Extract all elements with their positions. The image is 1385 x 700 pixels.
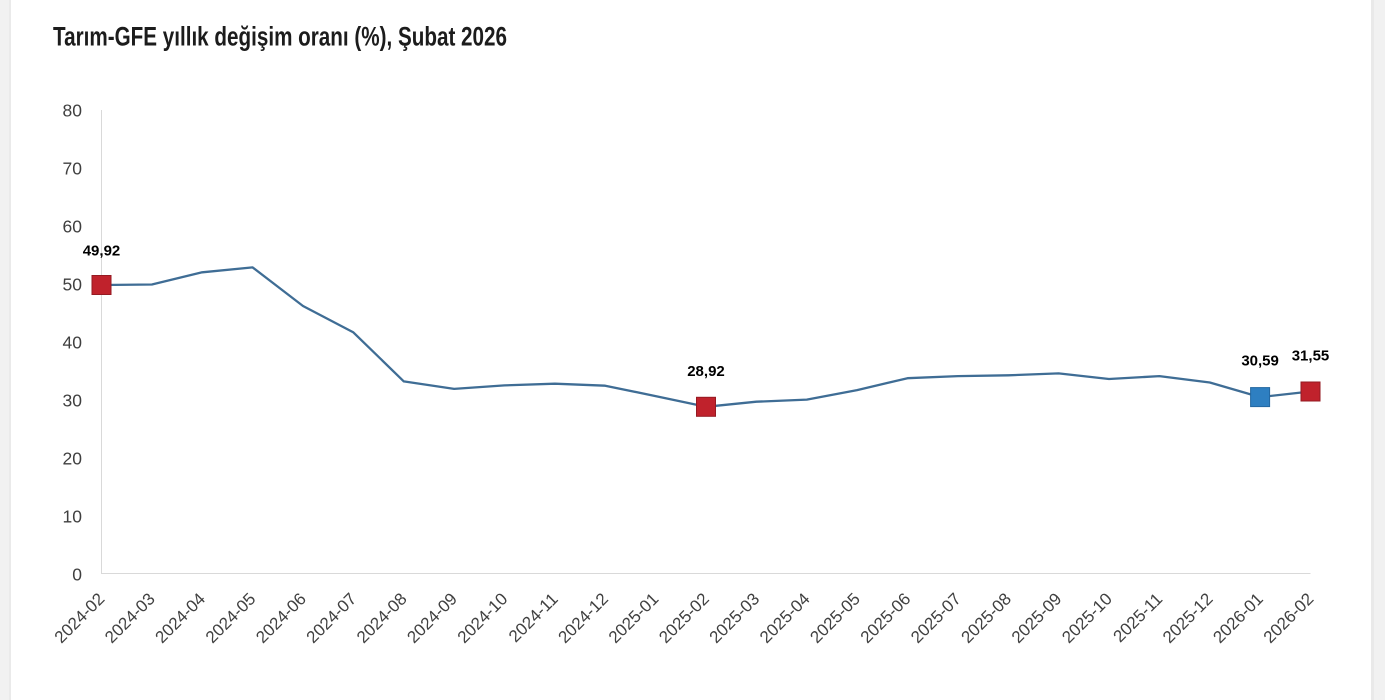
- svg-text:31,55: 31,55: [1292, 348, 1330, 365]
- svg-text:2024-03: 2024-03: [101, 589, 159, 647]
- svg-text:2024-12: 2024-12: [554, 589, 612, 647]
- svg-text:2024-07: 2024-07: [303, 589, 361, 647]
- svg-text:40: 40: [63, 333, 83, 353]
- svg-text:2025-03: 2025-03: [706, 589, 764, 647]
- svg-text:2025-09: 2025-09: [1008, 589, 1066, 647]
- svg-text:70: 70: [63, 159, 83, 179]
- svg-text:2024-04: 2024-04: [151, 589, 209, 647]
- svg-text:2026-01: 2026-01: [1209, 589, 1267, 647]
- svg-text:60: 60: [63, 217, 83, 237]
- svg-text:50: 50: [63, 275, 83, 295]
- svg-text:49,92: 49,92: [83, 243, 121, 260]
- svg-text:2025-02: 2025-02: [655, 589, 713, 647]
- svg-text:2025-04: 2025-04: [756, 589, 814, 647]
- svg-text:2025-05: 2025-05: [806, 589, 864, 647]
- svg-text:2024-10: 2024-10: [454, 589, 512, 647]
- svg-text:2025-06: 2025-06: [857, 589, 915, 647]
- svg-text:2024-09: 2024-09: [403, 589, 461, 647]
- svg-text:2024-06: 2024-06: [252, 589, 310, 647]
- svg-text:30: 30: [63, 391, 83, 411]
- svg-text:30,59: 30,59: [1241, 353, 1279, 370]
- svg-text:2025-01: 2025-01: [605, 589, 663, 647]
- svg-text:2025-07: 2025-07: [907, 589, 965, 647]
- svg-text:2025-11: 2025-11: [1110, 589, 1167, 646]
- svg-text:2024-08: 2024-08: [353, 589, 411, 647]
- svg-text:10: 10: [63, 507, 83, 527]
- svg-text:2024-11: 2024-11: [505, 589, 562, 646]
- svg-text:Tarım-GFE yıllık değişim oranı: Tarım-GFE yıllık değişim oranı (%), Şuba…: [53, 22, 507, 52]
- svg-text:2026-02: 2026-02: [1260, 589, 1318, 647]
- svg-text:2024-02: 2024-02: [51, 589, 109, 647]
- svg-text:2025-12: 2025-12: [1159, 589, 1217, 647]
- svg-text:28,92: 28,92: [687, 363, 725, 380]
- svg-text:0: 0: [72, 565, 82, 585]
- svg-text:2025-08: 2025-08: [957, 589, 1015, 647]
- svg-text:2024-05: 2024-05: [202, 589, 260, 647]
- svg-text:80: 80: [63, 101, 83, 121]
- svg-text:2025-10: 2025-10: [1058, 589, 1116, 647]
- svg-text:20: 20: [63, 449, 83, 469]
